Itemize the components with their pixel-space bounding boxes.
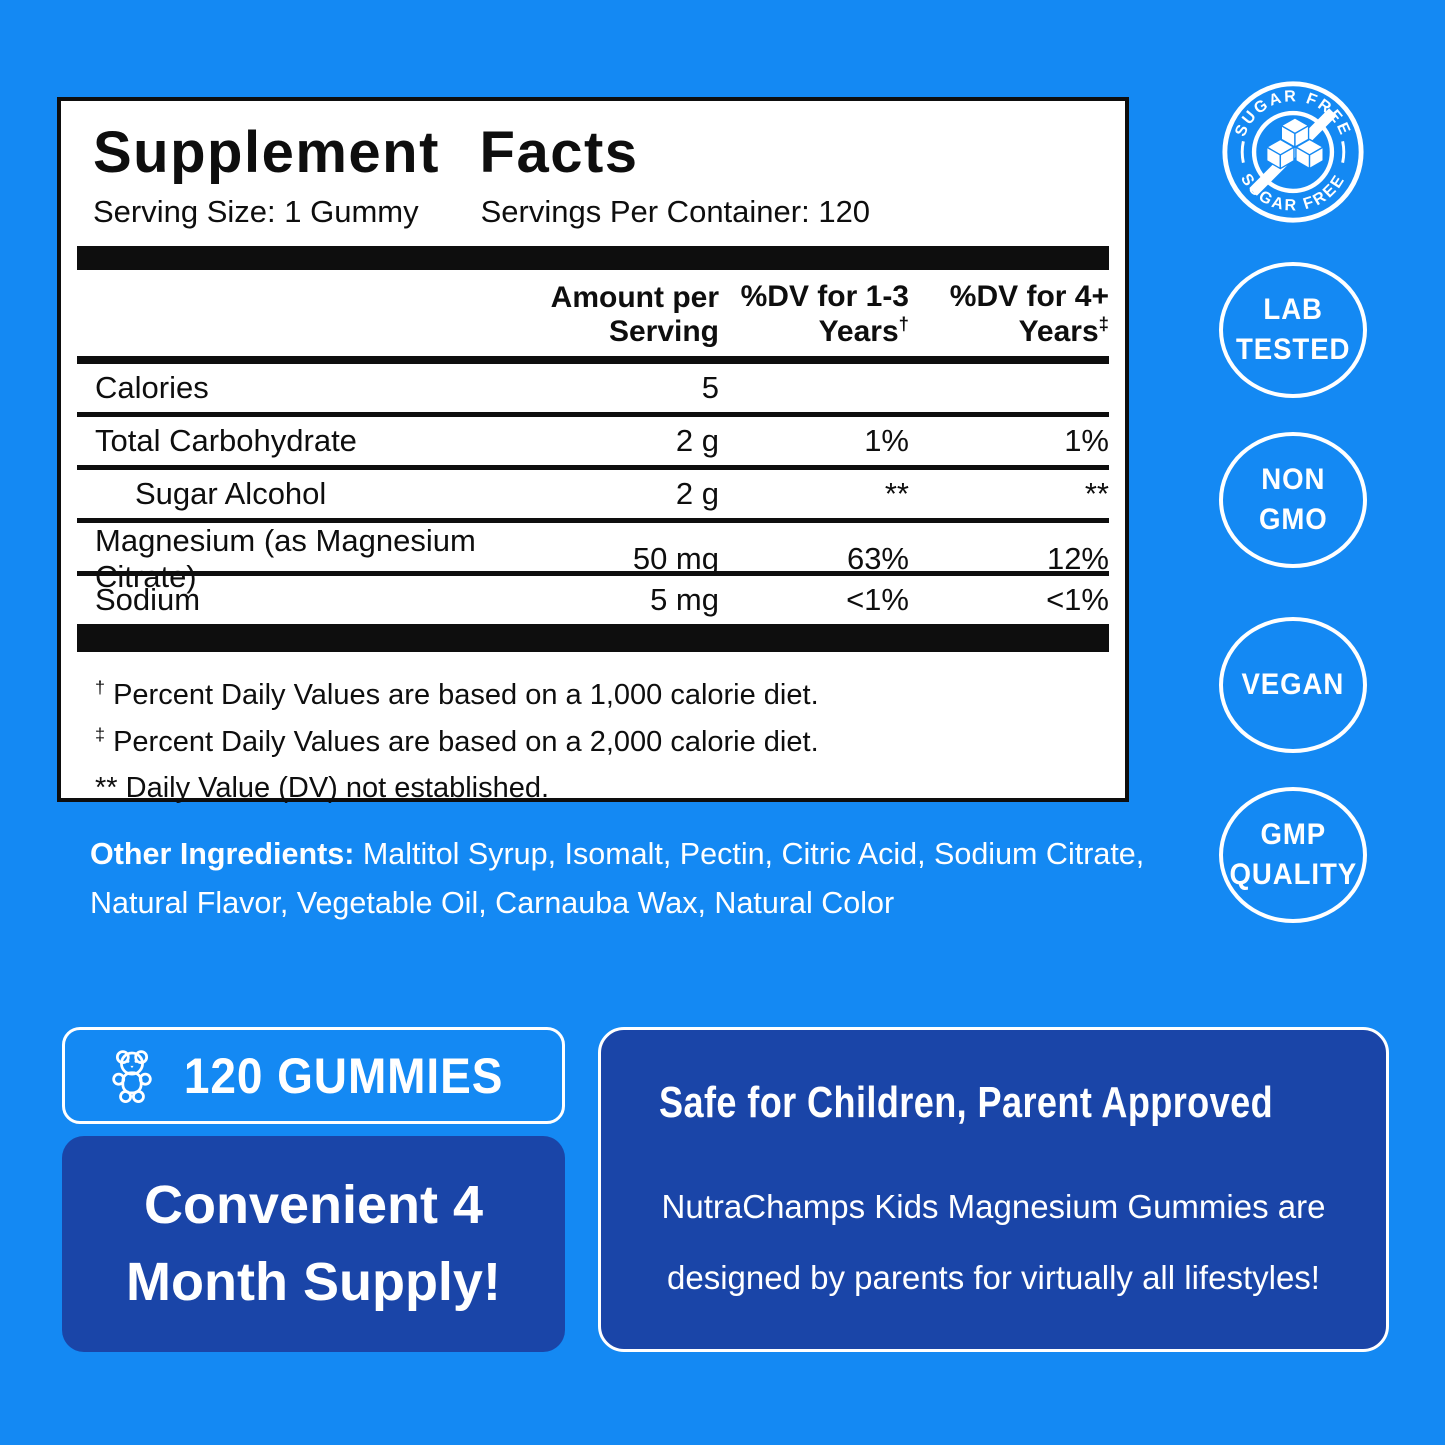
serving-info: Serving Size: 1 Gummy Servings Per Conta… [93,194,1109,230]
gummies-count-label: 120 GUMMIES [183,1047,504,1104]
gummies-count-badge: 120 GUMMIES [62,1027,565,1124]
footnote: ** Daily Value (DV) not established. [95,771,550,804]
badge-vegan: VEGAN [1219,617,1367,753]
badge-non-gmo: NON GMO [1219,432,1367,568]
divider-thick-bottom [77,624,1109,653]
safe-for-children-panel: Safe for Children, Parent Approved Nutra… [598,1027,1389,1352]
serving-size: Serving Size: 1 Gummy [93,194,419,229]
gummy-bear-icon [112,1050,152,1103]
table-row: Sugar Alcohol 2 g ** ** [77,470,1109,524]
supplement-facts-panel: Supplement Facts Serving Size: 1 Gummy S… [57,97,1129,804]
table-row: Magnesium (as Magnesium Citrate) 50 mg 6… [77,523,1109,594]
footnote: ‡ Percent Daily Values are based on a 2,… [95,723,819,758]
badge-gmp-quality: GMP QUALITY [1219,787,1367,923]
table-row: Total Carbohydrate 2 g 1% 1% [77,417,1109,471]
sugar-free-badge: SUGAR FREE SUGAR FREE [1220,79,1366,225]
servings-per-container: Servings Per Container: 120 [480,194,871,229]
table-row: Sodium 5 mg <1% <1% [95,582,1109,618]
other-ingredients-label: Other Ingredients: [90,837,355,871]
sugar-cubes-icon [1266,117,1324,170]
other-ingredients: Other Ingredients: Maltitol Syrup, Isoma… [90,837,1145,921]
supplement-facts-title: Supplement Facts [93,120,639,185]
col-header-amount: Amount per Serving [550,281,719,348]
divider-thick-top [77,246,1109,270]
sugar-free-icon: SUGAR FREE SUGAR FREE [1222,81,1364,223]
table-header-row: Amount per Serving %DV for 1-3 Years† %D… [77,270,1109,365]
table-row: Calories 5 [77,364,1109,418]
safe-description: NutraChamps Kids Magnesium Gummies are d… [661,1188,1326,1296]
col-header-dv-1-3: %DV for 1-3 Years† [740,280,909,348]
badge-lab-tested: LAB TESTED [1219,262,1367,398]
footnotes: † Percent Daily Values are based on a 1,… [95,672,1109,811]
supply-banner: Convenient 4 Month Supply! [62,1136,565,1352]
col-header-dv-4plus: %DV for 4+ Years‡ [949,280,1109,348]
footnote: † Percent Daily Values are based on a 1,… [95,677,819,712]
safe-heading: Safe for Children, Parent Approved [659,1078,1274,1127]
